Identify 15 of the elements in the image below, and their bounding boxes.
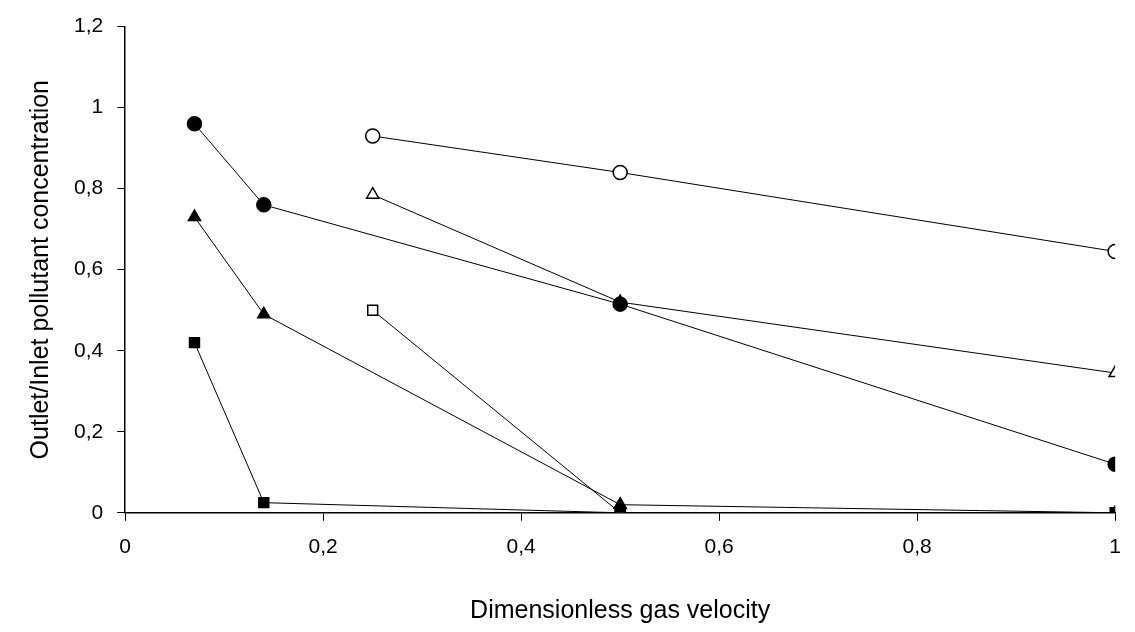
- x-tick-label: 0: [119, 534, 132, 558]
- y-tick-label: 0,2: [73, 418, 104, 442]
- y-tick-label: 1: [91, 94, 104, 118]
- x-axis-title: Dimensionless gas velocity: [470, 594, 771, 623]
- x-tick-label: 0,4: [506, 534, 537, 558]
- x-tick-label: 1: [1109, 534, 1121, 558]
- y-tick-label: 1,2: [73, 13, 104, 37]
- y-axis-title: Outlet/Inlet pollutant concentration: [24, 79, 53, 460]
- x-tick-label: 0,6: [704, 534, 734, 558]
- y-tick-label: 0,4: [73, 337, 104, 361]
- y-tick-label: 0: [91, 499, 104, 523]
- y-tick-label: 0,8: [73, 175, 104, 199]
- x-tick-label: 0,8: [902, 534, 932, 558]
- y-tick-label: 0,6: [73, 256, 104, 280]
- x-tick-label: 0,2: [308, 534, 338, 558]
